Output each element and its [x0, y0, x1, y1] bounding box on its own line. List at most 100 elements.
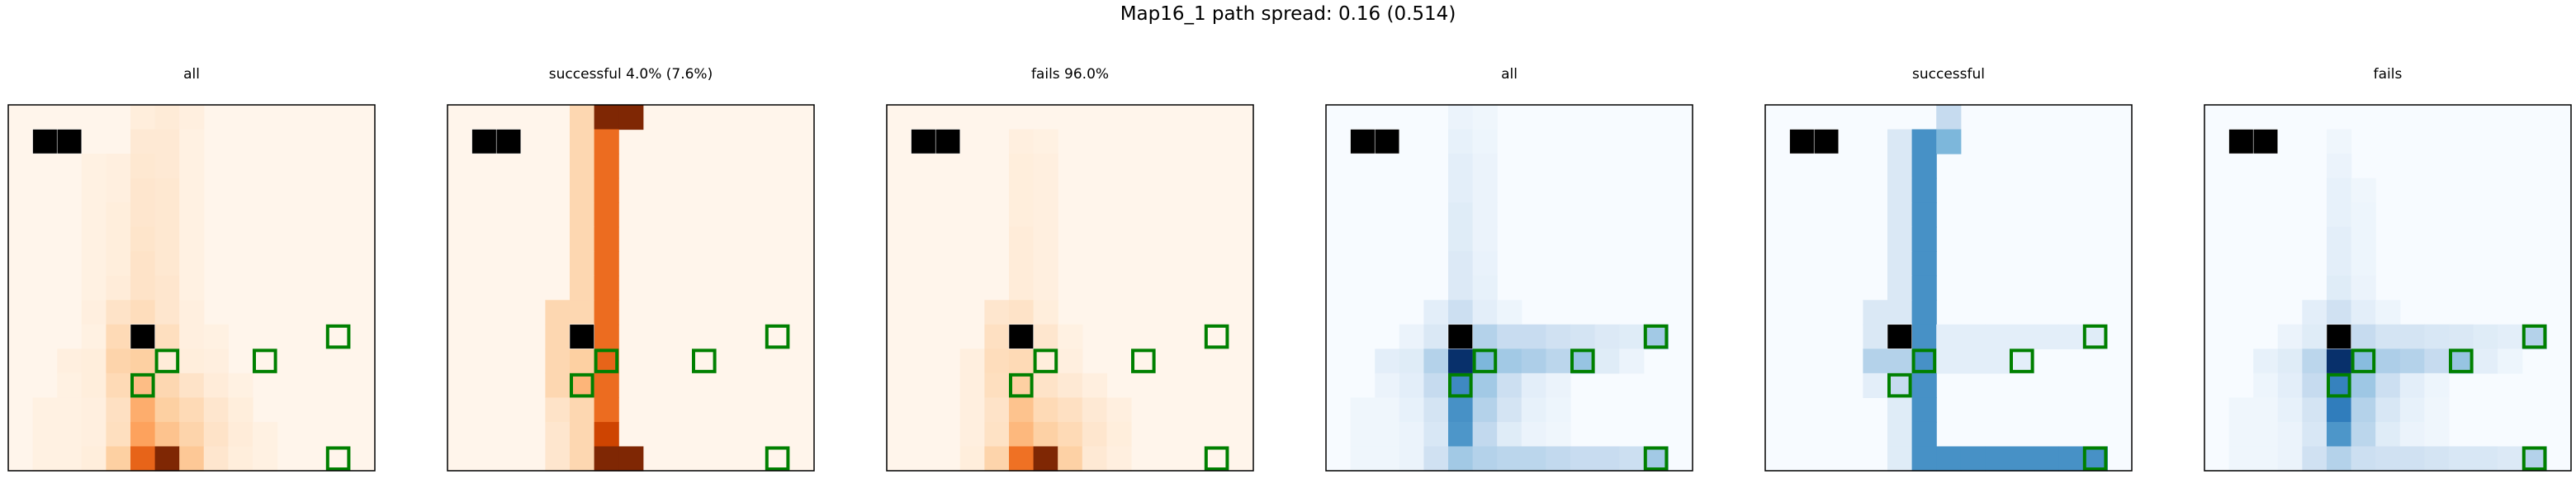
heatmap-cell	[2010, 349, 2035, 374]
heatmap-cell	[2351, 202, 2376, 228]
heatmap-cell	[2010, 324, 2035, 349]
heatmap-cell	[2522, 446, 2547, 472]
heatmap-cell	[1082, 421, 1107, 448]
heatmap-cell	[1106, 421, 1132, 448]
heatmap-cell	[154, 178, 180, 203]
heatmap-cell	[179, 324, 205, 349]
heatmap-cell	[81, 226, 107, 252]
heatmap-cell	[1472, 202, 1498, 228]
heatmap-cell	[1448, 154, 1474, 179]
obstacle-cell	[2326, 324, 2351, 349]
heatmap-cell	[1887, 349, 1913, 374]
heatmap-cell	[2498, 446, 2523, 472]
goal-marker	[765, 446, 790, 471]
heatmap-cell	[1472, 300, 1498, 325]
heatmap-background	[447, 105, 814, 471]
figure-title: Map16_1 path spread: 0.16 (0.514)	[1120, 3, 1456, 25]
heatmap-cell	[984, 300, 1010, 325]
heatmap-cell	[594, 154, 619, 179]
goal-marker	[154, 349, 180, 373]
goal-marker	[692, 349, 717, 373]
heatmap-cell	[2277, 446, 2303, 472]
heatmap-background	[1765, 105, 2132, 471]
heatmap-cell	[81, 154, 107, 179]
heatmap-cell	[154, 129, 180, 154]
heatmap-cell	[1936, 105, 1962, 130]
heatmap-cell	[179, 251, 205, 277]
obstacle-cell	[911, 129, 936, 154]
heatmap-cell	[1058, 349, 1083, 374]
panel-frame	[886, 104, 1254, 472]
heatmap-cell	[545, 421, 571, 448]
heatmap-cell	[106, 397, 131, 423]
heatmap-cell	[2034, 324, 2059, 349]
heatmap-cell	[2399, 324, 2425, 349]
heatmap-cell	[106, 202, 131, 228]
heatmap-cell	[1546, 421, 1571, 448]
heatmap-cell	[959, 349, 985, 374]
heatmap-cell	[1058, 397, 1083, 423]
heatmap-cell	[2424, 349, 2450, 374]
heatmap-cell	[1058, 372, 1083, 398]
heatmap-cell	[1911, 300, 1937, 325]
heatmap-cell	[1521, 446, 1546, 472]
heatmap-cell	[130, 202, 156, 228]
heatmap-cell	[594, 446, 619, 472]
heatmap-cell	[1399, 421, 1424, 448]
heatmap-cell	[1033, 154, 1058, 179]
heatmap-cell	[1472, 446, 1498, 472]
heatmap-cell	[179, 105, 205, 130]
heatmap-cell	[1009, 421, 1035, 448]
heatmap-cell	[106, 154, 131, 179]
heatmap-cell	[2253, 421, 2279, 448]
heatmap-cell	[179, 300, 205, 325]
heatmap-cell	[154, 202, 180, 228]
heatmap-cell	[594, 275, 619, 301]
heatmap-cell	[2228, 397, 2254, 423]
goal-marker	[2522, 324, 2547, 349]
heatmap-cell	[2058, 324, 2084, 349]
heatmap-cell	[2253, 397, 2279, 423]
heatmap-cell	[594, 372, 619, 398]
heatmap-cell	[2228, 421, 2254, 448]
heatmap-cell	[1863, 324, 1888, 349]
heatmap-cell	[1033, 178, 1058, 203]
heatmap-cell	[1887, 154, 1913, 179]
heatmap-cell	[1911, 446, 1937, 472]
heatmap-cell	[2449, 446, 2474, 472]
heatmap-cell	[570, 446, 595, 472]
heatmap-cell	[1594, 446, 1620, 472]
heatmap-cell	[1033, 251, 1058, 277]
obstacle-cell	[569, 324, 594, 349]
heatmap-cell	[2351, 300, 2376, 325]
heatmap-cell	[570, 372, 595, 398]
heatmap-cell	[1936, 324, 1962, 349]
heatmap-cell	[1521, 372, 1546, 398]
heatmap-cell	[130, 178, 156, 203]
obstacle-cell	[1813, 129, 1840, 154]
heatmap-cell	[1399, 324, 1424, 349]
heatmap-cell	[959, 446, 985, 472]
heatmap-cell	[594, 349, 619, 374]
heatmap-cell	[1375, 421, 1400, 448]
heatmap-cell	[1911, 226, 1937, 252]
heatmap-cell	[1033, 226, 1058, 252]
heatmap-cell	[32, 397, 58, 423]
heatmap-cell	[1033, 446, 1058, 472]
heatmap-cell	[1009, 275, 1035, 301]
heatmap-cell	[2327, 202, 2352, 228]
heatmap-cell	[2277, 372, 2303, 398]
goal-marker	[1643, 446, 1669, 471]
heatmap-panel-3	[886, 104, 1254, 472]
heatmap-cell	[2277, 324, 2303, 349]
obstacle-cell	[1350, 129, 1376, 154]
heatmap-cell	[984, 324, 1010, 349]
heatmap-cell	[2327, 251, 2352, 277]
heatmap-cell	[545, 397, 571, 423]
heatmap-cell	[106, 446, 131, 472]
heatmap-cell	[228, 446, 253, 472]
heatmap-cell	[545, 300, 571, 325]
heatmap-cell	[1497, 397, 1522, 423]
heatmap-cell	[203, 324, 229, 349]
heatmap-cell	[1594, 324, 1620, 349]
